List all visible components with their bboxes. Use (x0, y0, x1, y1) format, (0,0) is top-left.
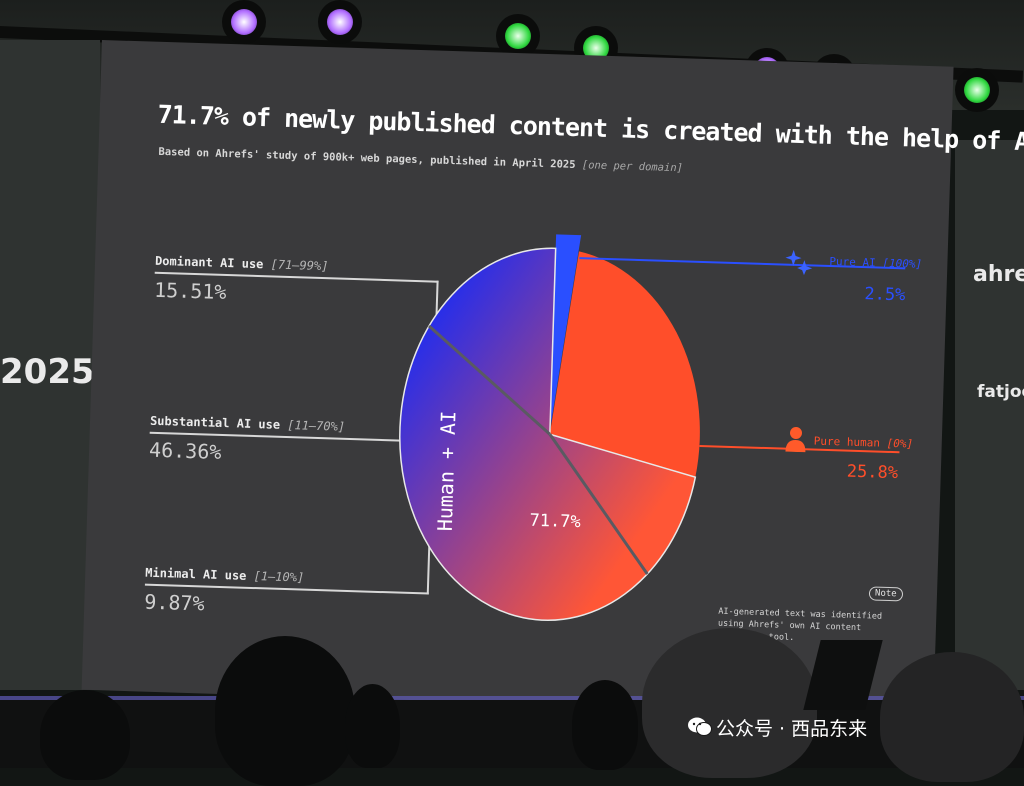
dominant-ai-range: [71–99%] (270, 257, 329, 274)
audience-head (40, 690, 130, 780)
subtitle-text: Based on Ahrefs' study of 900k+ web page… (158, 145, 576, 171)
substantial-ai-label: Substantial AI use [11–70%] (150, 414, 345, 434)
audience-head (572, 680, 638, 770)
pure-ai-label: Pure AI [100%] (829, 255, 922, 271)
pie-chart: Human + AI 71.7% (399, 229, 700, 621)
audience-head (642, 628, 817, 778)
pie-segment-divider (428, 324, 551, 436)
slide-headline: 71.7% of newly published content is crea… (157, 99, 1024, 157)
note-badge: Note (868, 586, 903, 602)
audience-head (880, 652, 1024, 782)
slide-subtitle: Based on Ahrefs' study of 900k+ web page… (158, 146, 683, 174)
side-year: 2025 (0, 352, 95, 392)
human-ai-value: 71.7% (529, 511, 581, 533)
audience-head (345, 684, 400, 768)
audience-head (215, 636, 355, 786)
minimal-ai-value: 9.87% (144, 589, 205, 616)
subtitle-note: [one per domain] (581, 159, 684, 175)
stage-edge-light (0, 696, 1024, 702)
pure-human-value: 25.8% (846, 461, 899, 484)
watermark-text: 公众号 · 西品东来 (716, 718, 868, 740)
human-ai-label: Human + AI (433, 410, 461, 531)
pie-segment-divider (548, 433, 649, 575)
dominant-ai-label: Dominant AI use [71–99%] (155, 254, 329, 273)
substantial-ai-value: 46.36% (148, 437, 222, 464)
minimal-ai-label: Minimal AI use [1–10%] (145, 566, 304, 585)
dominant-ai-name: Dominant AI use (154, 253, 264, 272)
presentation-slide: 71.7% of newly published content is crea… (81, 40, 1024, 717)
sponsor-logo: fatjoe (977, 382, 1024, 402)
sparkle-icon (785, 249, 813, 276)
stage-light (955, 68, 999, 112)
stage-light (222, 0, 266, 44)
pure-human-range: [0%] (886, 436, 914, 451)
substantial-ai-range: [11–70%] (287, 418, 346, 434)
pure-ai-range: [100%] (882, 256, 923, 271)
substantial-ai-name: Substantial AI use (149, 413, 281, 432)
dominant-ai-value: 15.51% (153, 277, 227, 305)
right-side-screen: ahrefs fatjoe (955, 140, 1024, 690)
minimal-ai-range: [1–10%] (253, 569, 305, 585)
pure-ai-value: 2.5% (864, 284, 906, 306)
wechat-icon (688, 717, 712, 736)
stage-light (318, 0, 362, 44)
pie-slice-human-ai (399, 247, 697, 621)
pure-ai-name: Pure AI (829, 254, 876, 270)
audience-floor (0, 700, 1024, 768)
left-side-screen: 2025 (0, 40, 100, 690)
minimal-ai-name: Minimal AI use (145, 565, 247, 583)
stage-light (496, 14, 540, 58)
person-icon (785, 426, 806, 453)
ahrefs-logo: ahrefs (973, 262, 1024, 287)
pure-human-name: Pure human (813, 434, 881, 450)
pie-slice-pure-ai (549, 229, 582, 431)
pie-slice-pure-human (549, 251, 700, 478)
